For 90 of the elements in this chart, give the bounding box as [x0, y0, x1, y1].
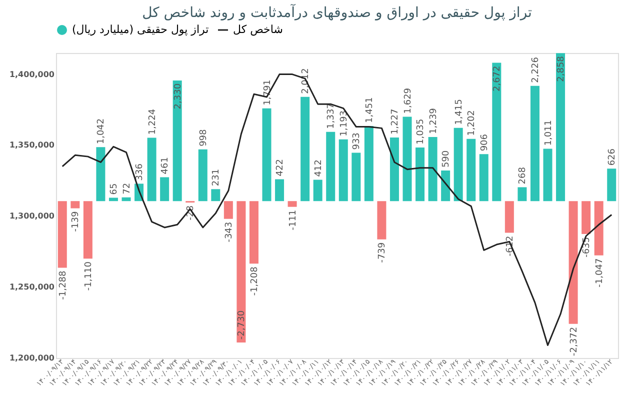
- data-label: 1,227: [390, 108, 400, 135]
- data-label: 1,415: [454, 99, 464, 125]
- bar: [288, 201, 297, 207]
- data-label: -2,730: [237, 310, 248, 340]
- bar: [441, 170, 450, 202]
- bar: [211, 189, 220, 202]
- data-label: -1,047: [594, 258, 605, 288]
- data-label: 2,226: [530, 56, 541, 83]
- bar: [556, 53, 566, 202]
- data-label: 906: [480, 134, 490, 152]
- data-label: 1,224: [148, 108, 158, 135]
- bar: [377, 201, 386, 240]
- bar: [275, 179, 284, 202]
- bar: [147, 138, 156, 202]
- data-label: -612: [505, 236, 516, 256]
- data-label: 933: [352, 132, 362, 150]
- legend-label: شاخص کل: [233, 23, 283, 36]
- bar: [582, 201, 591, 234]
- bar: [352, 152, 361, 202]
- bar: [416, 148, 425, 202]
- bar: [83, 201, 92, 259]
- bar: [96, 147, 106, 202]
- data-label: 1,011: [544, 120, 554, 146]
- bar: [198, 149, 208, 202]
- bar: [172, 80, 182, 202]
- bar: [466, 138, 476, 202]
- data-label: 1,202: [467, 110, 478, 136]
- data-label: 2,672: [492, 66, 503, 92]
- data-label: 1,451: [364, 97, 375, 123]
- data-label: -739: [378, 242, 388, 263]
- data-label: -1,110: [84, 261, 94, 291]
- y-tick-label: 1,350,000: [9, 140, 55, 150]
- data-label: 2,858: [556, 56, 567, 82]
- bar: [58, 201, 67, 268]
- data-label: -111: [288, 210, 298, 230]
- bar: [594, 201, 604, 256]
- data-label: 72: [122, 182, 132, 194]
- data-label: 1,035: [416, 118, 426, 145]
- data-label: -1,208: [250, 266, 260, 296]
- data-label: -139: [71, 211, 82, 232]
- bar: [518, 187, 527, 202]
- data-label: 65: [109, 183, 120, 195]
- data-label: 1,337: [326, 103, 337, 129]
- bar: [568, 201, 578, 324]
- data-label: 626: [608, 148, 618, 166]
- data-label: 1,791: [262, 80, 273, 106]
- data-label: 461: [160, 157, 171, 174]
- data-label: 998: [198, 128, 209, 146]
- data-label: 2,330: [173, 83, 184, 110]
- data-label: 268: [518, 166, 528, 184]
- bar: [70, 201, 80, 208]
- data-label: 1,193: [339, 110, 350, 136]
- bar: [122, 197, 131, 202]
- bar: [262, 108, 272, 202]
- bar: [313, 180, 322, 202]
- data-label: 1,239: [428, 108, 439, 134]
- bar: [249, 201, 258, 264]
- data-label: 336: [135, 163, 146, 181]
- bar: [160, 177, 170, 202]
- bar: [428, 136, 438, 202]
- data-label: 590: [442, 150, 452, 168]
- bar: [402, 116, 412, 202]
- data-label: 412: [314, 160, 324, 177]
- bar: [326, 132, 336, 202]
- data-label: 422: [276, 159, 286, 176]
- bar: [454, 128, 463, 202]
- bar: [504, 201, 514, 233]
- data-label: 231: [212, 168, 222, 186]
- bar: [364, 126, 374, 202]
- data-label: -2,372: [569, 326, 580, 356]
- data-label: 1,629: [403, 88, 414, 114]
- legend-label: تراز پول حقیقی (میلیارد ریال): [72, 23, 209, 36]
- bar: [224, 201, 233, 219]
- bar: [338, 139, 348, 202]
- bar: [530, 86, 540, 202]
- data-label: -343: [224, 222, 234, 242]
- bar: [390, 138, 399, 202]
- bar: [607, 168, 616, 202]
- y-tick-label: 1,400,000: [9, 70, 55, 79]
- bar: [236, 201, 246, 342]
- data-label: -1,288: [58, 270, 68, 300]
- data-label: 1,042: [96, 118, 107, 144]
- bar: [300, 96, 310, 202]
- bar: [543, 148, 552, 202]
- bar: [108, 198, 118, 202]
- bar: [479, 154, 488, 202]
- bar: [492, 62, 502, 202]
- y-tick-label: 1,300,000: [9, 212, 55, 221]
- chart-title: تراز پول حقیقی در اوراق و صندوقهای درآمدثابت و روند شاخص کل: [142, 3, 532, 21]
- y-tick-label: 1,250,000: [9, 282, 55, 292]
